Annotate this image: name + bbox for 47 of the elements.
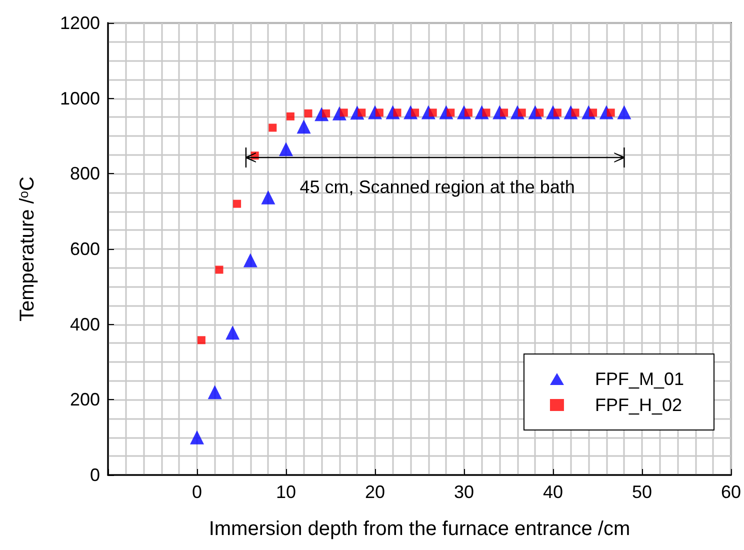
point xyxy=(296,120,311,134)
point xyxy=(606,108,615,117)
x-tick-label: 60 xyxy=(720,482,742,502)
point xyxy=(536,108,544,117)
y-tick-label: 400 xyxy=(70,314,100,334)
y-tick-label: 600 xyxy=(70,239,100,259)
point xyxy=(322,109,330,118)
x-tick-label: 10 xyxy=(276,482,296,502)
point xyxy=(500,108,508,117)
x-tick-label: 50 xyxy=(632,482,652,502)
point xyxy=(482,108,490,117)
point xyxy=(190,430,204,444)
legend-label: FPF_M_01 xyxy=(594,369,684,389)
x-tick-label: 40 xyxy=(542,482,564,502)
y-tick-label: 800 xyxy=(70,164,100,184)
x-axis-title: Immersion depth from the furnace entrance /cm xyxy=(208,518,630,540)
x-tick-label: 20 xyxy=(364,482,386,502)
x-tick-label: 30 xyxy=(454,482,474,502)
point xyxy=(411,108,420,117)
legend-label: FPF_H_02 xyxy=(594,395,682,415)
point xyxy=(268,124,277,132)
point xyxy=(215,266,224,274)
point xyxy=(393,108,402,117)
point xyxy=(617,105,632,120)
point xyxy=(261,190,276,204)
point xyxy=(358,108,366,117)
point xyxy=(197,336,206,344)
annotation: 45 cm, Scanned region at the bath xyxy=(300,176,575,197)
y-tick-label: 200 xyxy=(70,390,100,410)
point xyxy=(571,108,580,117)
point xyxy=(304,109,312,118)
point xyxy=(428,108,437,117)
x-tick-label: 0 xyxy=(192,482,202,502)
point xyxy=(278,142,293,156)
point xyxy=(243,253,258,268)
point xyxy=(340,108,348,117)
y-axis-title: Temperature /oC xyxy=(16,176,38,322)
point xyxy=(226,326,240,340)
point xyxy=(208,385,222,400)
point xyxy=(446,108,455,117)
point xyxy=(589,108,598,117)
point xyxy=(286,112,294,120)
y-tick-label: 0 xyxy=(90,465,100,485)
point xyxy=(518,108,526,117)
y-tick-label: 1000 xyxy=(60,88,100,108)
point xyxy=(233,200,242,208)
y-tick-label: 1200 xyxy=(60,13,100,33)
